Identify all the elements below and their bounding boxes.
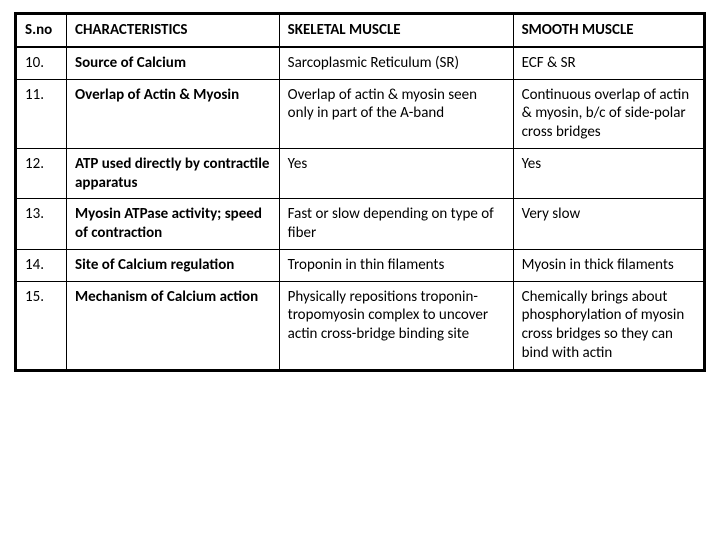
- cell-skeletal: Overlap of actin & myosin seen only in p…: [279, 79, 513, 148]
- cell-smooth: Chemically brings about phosphorylation …: [513, 281, 704, 370]
- table-row: 14. Site of Calcium regulation Troponin …: [16, 249, 705, 281]
- header-sno: S.no: [16, 14, 67, 47]
- table-row: 12. ATP used directly by contractile app…: [16, 148, 705, 199]
- cell-characteristic: Site of Calcium regulation: [67, 249, 280, 281]
- cell-skeletal: Troponin in thin filaments: [279, 249, 513, 281]
- cell-sno: 11.: [16, 79, 67, 148]
- cell-characteristic: Overlap of Actin & Myosin: [67, 79, 280, 148]
- cell-skeletal: Sarcoplasmic Reticulum (SR): [279, 47, 513, 79]
- cell-sno: 12.: [16, 148, 67, 199]
- cell-characteristic: Myosin ATPase activity; speed of contrac…: [67, 199, 280, 250]
- table-header-row: S.no CHARACTERISTICS SKELETAL MUSCLE SMO…: [16, 14, 705, 47]
- cell-characteristic: Mechanism of Calcium action: [67, 281, 280, 370]
- cell-sno: 10.: [16, 47, 67, 79]
- cell-smooth: Very slow: [513, 199, 704, 250]
- cell-sno: 14.: [16, 249, 67, 281]
- table-row: 10. Source of Calcium Sarcoplasmic Retic…: [16, 47, 705, 79]
- cell-skeletal: Physically repositions troponin-tropomyo…: [279, 281, 513, 370]
- cell-skeletal: Yes: [279, 148, 513, 199]
- table-row: 15. Mechanism of Calcium action Physical…: [16, 281, 705, 370]
- comparison-table: S.no CHARACTERISTICS SKELETAL MUSCLE SMO…: [14, 12, 706, 372]
- table-row: 13. Myosin ATPase activity; speed of con…: [16, 199, 705, 250]
- cell-characteristic: Source of Calcium: [67, 47, 280, 79]
- cell-smooth: Yes: [513, 148, 704, 199]
- cell-sno: 13.: [16, 199, 67, 250]
- cell-smooth: ECF & SR: [513, 47, 704, 79]
- table-row: 11. Overlap of Actin & Myosin Overlap of…: [16, 79, 705, 148]
- comparison-table-container: S.no CHARACTERISTICS SKELETAL MUSCLE SMO…: [0, 0, 720, 384]
- header-skeletal: SKELETAL MUSCLE: [279, 14, 513, 47]
- header-smooth: SMOOTH MUSCLE: [513, 14, 704, 47]
- cell-smooth: Myosin in thick filaments: [513, 249, 704, 281]
- cell-skeletal: Fast or slow depending on type of fiber: [279, 199, 513, 250]
- cell-smooth: Continuous overlap of actin & myosin, b/…: [513, 79, 704, 148]
- cell-sno: 15.: [16, 281, 67, 370]
- header-characteristics: CHARACTERISTICS: [67, 14, 280, 47]
- cell-characteristic: ATP used directly by contractile apparat…: [67, 148, 280, 199]
